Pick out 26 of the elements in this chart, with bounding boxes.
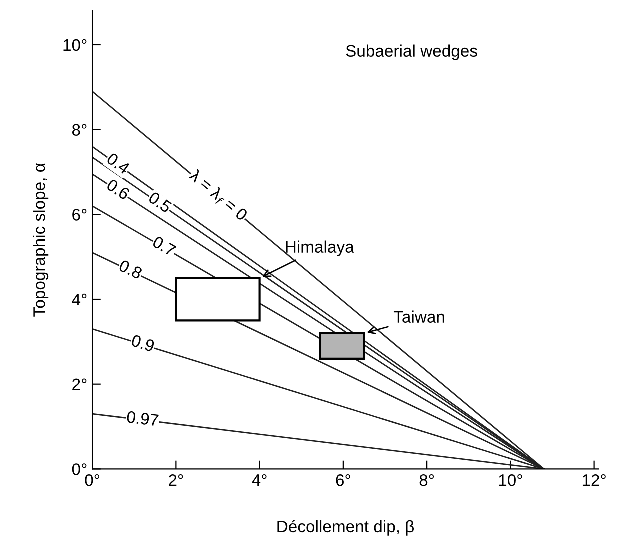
y-tick-label: 6°	[72, 209, 87, 221]
text: λ = λ$_{f}$ = 0	[187, 168, 249, 224]
x-axis-title: Décollement dip, β	[278, 520, 414, 536]
annotation: Taiwan	[394, 310, 444, 324]
y-tick-label: 8°	[72, 124, 87, 136]
text: 0.7	[152, 236, 177, 257]
text: 0.97	[126, 411, 159, 426]
x-tick-label: 8°	[420, 474, 434, 486]
x-tick-label: 12°	[582, 474, 606, 486]
x-tick-label: 0°	[85, 474, 100, 486]
x-tick-label: 4°	[252, 474, 267, 486]
y-tick-label: 2°	[72, 378, 87, 390]
text: 0.5	[148, 191, 173, 214]
text: 0.6	[106, 178, 131, 200]
x-tick-label: 2°	[169, 474, 184, 486]
text: 0.8	[118, 260, 144, 280]
x-tick-label: 6°	[336, 474, 350, 486]
y-axis-title: Topographic slope, α	[33, 164, 49, 317]
y-tick-label: 10°	[64, 39, 87, 52]
x-tick-label: 10°	[499, 474, 522, 486]
y-tick-label: 4°	[72, 294, 87, 306]
text: 0.4	[106, 152, 131, 175]
annotation: Himalaya	[286, 240, 354, 256]
text: 0.9	[130, 334, 156, 352]
y-tick-label: 0°	[72, 464, 87, 476]
annotation: Subaerial wedges	[346, 44, 478, 60]
